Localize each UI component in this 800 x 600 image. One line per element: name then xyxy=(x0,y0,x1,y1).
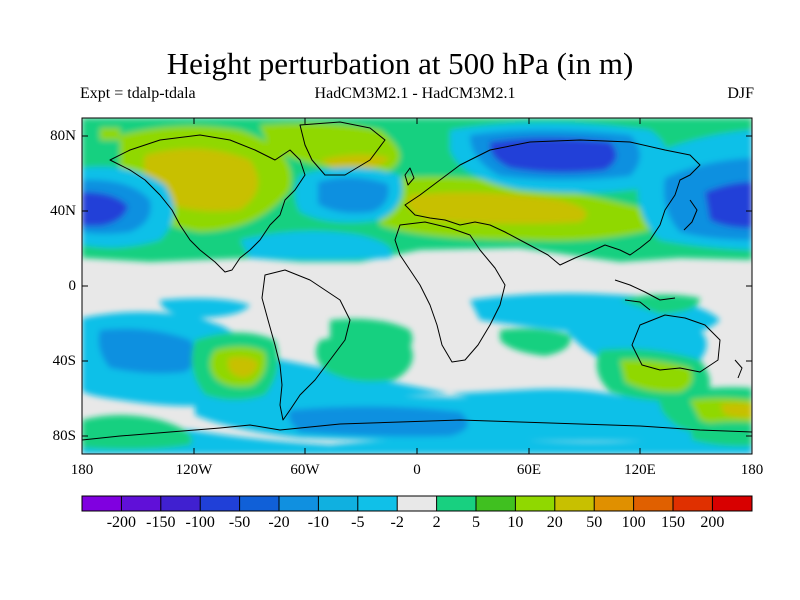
coast-south-america xyxy=(261,269,351,421)
contour-positive-sh-inner xyxy=(210,346,752,430)
lon-label-60w: 60W xyxy=(290,462,320,478)
colorbar-swatch-2 xyxy=(160,496,201,511)
colorbar-label: -20 xyxy=(268,514,290,531)
colorbar-swatch-0 xyxy=(82,496,122,511)
colorbar-label: 100 xyxy=(621,514,646,531)
coast-australia xyxy=(631,314,721,373)
coast-greenland xyxy=(299,121,386,176)
contour-negative-asia-core xyxy=(489,138,617,173)
lat-label-80n: 80N xyxy=(50,128,76,144)
lon-label-120e: 120E xyxy=(624,462,656,478)
colorbar-swatch-12 xyxy=(554,496,595,511)
colorbar-swatch-11 xyxy=(515,496,555,511)
lat-label-80s: 80S xyxy=(52,428,76,444)
lon-label-180w: 180 xyxy=(70,462,94,478)
colorbar-swatch-9 xyxy=(436,496,476,511)
coast-antarctica xyxy=(82,419,752,441)
experiment-label: Expt = tdalp-tdala xyxy=(80,85,196,102)
lon-label-60e: 60E xyxy=(516,462,542,478)
contour-positive-sh xyxy=(191,328,752,440)
colorbar-label: -10 xyxy=(307,514,330,531)
colorbar-label: 20 xyxy=(546,514,563,531)
colorbar-label: 2 xyxy=(432,514,441,531)
season-label: DJF xyxy=(727,85,754,102)
colorbar-label: -100 xyxy=(185,514,215,531)
colorbar-label: -150 xyxy=(146,514,176,531)
colorbar-swatch-5 xyxy=(279,496,319,511)
colorbar-label: 200 xyxy=(700,514,725,531)
map-title: Height perturbation at 500 hPa (in m) xyxy=(166,46,634,81)
coast-indonesia xyxy=(614,279,676,311)
colorbar-label: -2 xyxy=(390,514,404,531)
coast-japan xyxy=(683,199,698,231)
coast-africa xyxy=(394,221,506,363)
colorbar-swatch-3 xyxy=(200,496,240,511)
colorbar-swatch-10 xyxy=(476,496,516,511)
lon-label-0: 0 xyxy=(413,462,421,478)
colorbar-swatch-8 xyxy=(397,496,437,511)
coast-europe-asia xyxy=(404,139,701,266)
lat-label-eq: 0 xyxy=(68,278,77,294)
colorbar-label: -200 xyxy=(106,514,137,531)
contour-negative-sh-inner xyxy=(98,328,468,437)
contour-negative-atlantic-inner xyxy=(318,177,389,213)
coast-uk xyxy=(404,167,415,186)
colorbar-swatch-13 xyxy=(594,496,634,511)
lat-label-40n: 40N xyxy=(50,203,76,219)
colorbar-label: 50 xyxy=(586,514,603,531)
contour-negative-pacific-inner xyxy=(82,158,752,240)
colorbar-swatch-4 xyxy=(239,496,279,511)
colorbar-label: -50 xyxy=(228,514,251,531)
colorbar-swatch-6 xyxy=(318,496,358,511)
colorbar-swatch-16 xyxy=(712,496,752,511)
colorbar xyxy=(81,495,753,512)
colorbar-swatch-15 xyxy=(673,496,713,511)
colorbar-label: 5 xyxy=(472,514,480,531)
colorbar-label: -5 xyxy=(351,514,365,531)
contour-field xyxy=(82,118,752,454)
lon-label-120w: 120W xyxy=(175,462,213,478)
coast-north-america xyxy=(109,134,306,273)
colorbar-label: 10 xyxy=(507,514,524,531)
contour-negative-pacific xyxy=(82,130,752,250)
contour-positive-nh-core xyxy=(144,148,587,224)
contour-positive-antarctic xyxy=(82,415,752,450)
coast-new-zealand xyxy=(734,359,743,379)
colorbar-swatch-14 xyxy=(633,496,673,511)
lat-label-40s: 40S xyxy=(52,353,76,369)
colorbar-label: 150 xyxy=(661,514,685,531)
colorbar-swatch-1 xyxy=(121,496,161,511)
colorbar-swatch-7 xyxy=(357,496,398,511)
axis-ticks xyxy=(81,118,752,454)
model-label: HadCM3M2.1 - HadCM3M2.1 xyxy=(314,85,516,102)
coastlines xyxy=(82,121,752,441)
lon-label-180e: 180 xyxy=(740,462,764,478)
